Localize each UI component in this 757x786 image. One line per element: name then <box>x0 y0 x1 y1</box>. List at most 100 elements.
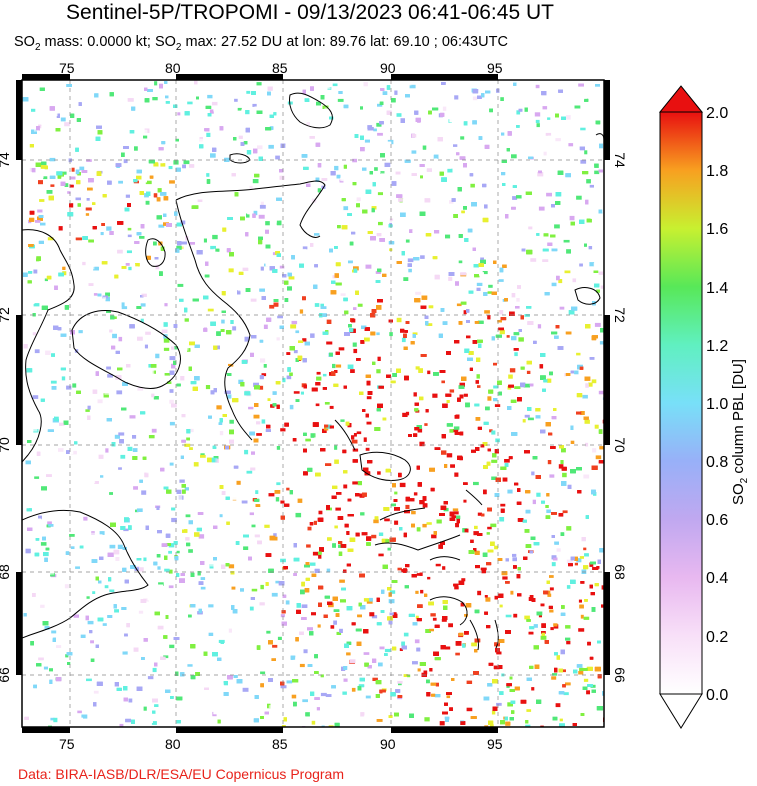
so2-pixel <box>375 196 381 201</box>
so2-pixel <box>365 447 370 451</box>
so2-pixel <box>559 306 565 310</box>
so2-pixel <box>47 521 52 526</box>
so2-pixel <box>99 531 105 535</box>
so2-pixel <box>580 127 586 131</box>
so2-pixel <box>488 284 493 288</box>
so2-pixel <box>38 180 43 185</box>
so2-pixel <box>56 645 62 648</box>
so2-pixel <box>179 479 185 483</box>
so2-pixel <box>236 480 241 485</box>
so2-pixel <box>153 396 159 400</box>
so2-pixel <box>551 282 557 287</box>
so2-pixel <box>426 323 433 326</box>
so2-pixel <box>256 433 262 436</box>
so2-pixel <box>333 160 338 165</box>
so2-pixel <box>562 472 567 478</box>
so2-pixel <box>62 271 67 276</box>
so2-pixel <box>112 316 117 319</box>
so2-pixel <box>195 439 200 442</box>
so2-pixel <box>316 707 320 711</box>
so2-pixel <box>260 584 264 590</box>
so2-pixel <box>286 487 290 491</box>
so2-pixel <box>545 132 552 136</box>
so2-pixel <box>584 419 590 424</box>
so2-pixel <box>277 315 283 319</box>
so2-pixel <box>363 598 370 602</box>
so2-pixel <box>314 303 320 307</box>
so2-pixel <box>193 462 199 467</box>
so2-pixel <box>415 615 419 619</box>
so2-pixel <box>206 173 210 177</box>
so2-pixel <box>134 566 140 569</box>
so2-pixel <box>512 196 518 200</box>
so2-pixel <box>337 98 344 102</box>
so2-pixel <box>320 692 327 697</box>
so2-pixel <box>412 661 418 665</box>
so2-pixel <box>119 575 124 580</box>
so2-pixel <box>378 532 384 536</box>
so2-pixel <box>64 183 69 187</box>
so2-pixel <box>551 562 556 567</box>
so2-pixel <box>602 212 604 216</box>
so2-pixel <box>422 523 427 528</box>
so2-pixel <box>429 628 434 632</box>
so2-pixel <box>84 301 91 304</box>
so2-pixel <box>487 396 492 401</box>
so2-pixel <box>289 404 294 410</box>
so2-pixel <box>367 231 373 234</box>
so2-pixel <box>187 101 193 105</box>
so2-pixel <box>277 636 282 640</box>
so2-pixel <box>299 663 305 668</box>
so2-pixel <box>341 666 346 671</box>
so2-pixel <box>183 623 188 627</box>
so2-pixel <box>265 221 270 226</box>
so2-pixel <box>597 140 602 144</box>
so2-pixel <box>357 481 362 486</box>
so2-pixel <box>221 319 225 324</box>
so2-pixel <box>151 357 157 362</box>
so2-pixel <box>210 600 214 604</box>
so2-pixel <box>43 586 47 589</box>
so2-pixel <box>532 499 536 505</box>
so2-pixel <box>506 335 510 338</box>
so2-pixel <box>93 498 99 503</box>
so2-pixel <box>586 690 590 695</box>
so2-pixel <box>471 449 476 453</box>
so2-pixel <box>466 707 473 712</box>
so2-pixel <box>33 303 40 307</box>
so2-pixel <box>51 630 57 634</box>
so2-pixel <box>79 166 85 171</box>
so2-pixel <box>397 567 402 571</box>
so2-pixel <box>128 266 132 271</box>
so2-pixel <box>423 670 428 675</box>
so2-pixel <box>258 385 264 390</box>
so2-pixel <box>594 322 601 327</box>
so2-pixel <box>276 446 281 450</box>
so2-pixel <box>566 559 573 564</box>
so2-pixel <box>39 416 45 420</box>
so2-pixel <box>463 393 468 397</box>
so2-pixel <box>103 339 107 344</box>
so2-pixel <box>237 530 242 534</box>
so2-pixel <box>495 647 500 653</box>
so2-pixel <box>280 614 285 618</box>
so2-pixel <box>302 248 307 253</box>
so2-pixel <box>232 326 237 331</box>
so2-pixel <box>396 317 402 323</box>
so2-pixel <box>484 310 490 314</box>
so2-pixel <box>163 338 170 343</box>
so2-pixel <box>185 514 191 518</box>
so2-pixel <box>470 183 475 188</box>
so2-pixel <box>210 245 216 250</box>
so2-pixel <box>376 719 383 722</box>
so2-pixel <box>463 310 467 315</box>
so2-pixel <box>282 377 286 383</box>
so2-pixel <box>584 150 588 155</box>
so2-pixel <box>229 419 234 424</box>
so2-pixel <box>369 597 373 602</box>
so2-pixel <box>212 234 218 240</box>
so2-pixel <box>473 531 479 536</box>
so2-pixel <box>578 628 585 632</box>
so2-pixel <box>516 574 521 579</box>
so2-pixel <box>145 180 152 185</box>
